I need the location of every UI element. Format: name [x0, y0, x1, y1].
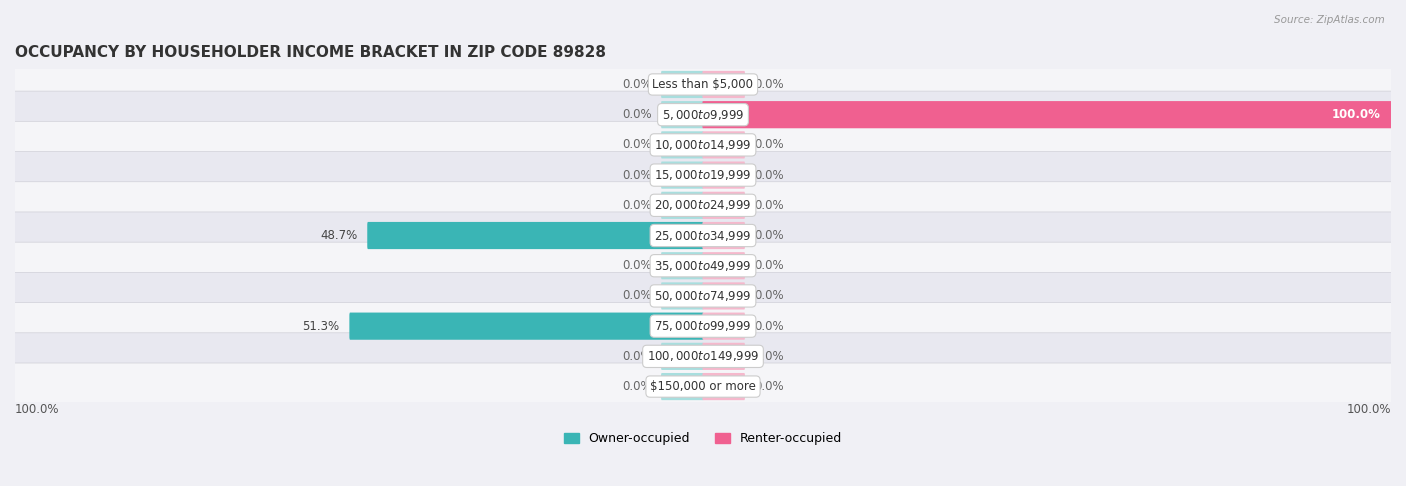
Text: 0.0%: 0.0% [755, 139, 785, 152]
FancyBboxPatch shape [661, 101, 703, 128]
Text: 0.0%: 0.0% [755, 350, 785, 363]
Text: 0.0%: 0.0% [755, 320, 785, 332]
FancyBboxPatch shape [703, 252, 745, 279]
FancyBboxPatch shape [661, 71, 703, 98]
Text: 0.0%: 0.0% [755, 259, 785, 272]
FancyBboxPatch shape [13, 242, 1393, 289]
FancyBboxPatch shape [367, 222, 703, 249]
Legend: Owner-occupied, Renter-occupied: Owner-occupied, Renter-occupied [564, 432, 842, 445]
Text: $100,000 to $149,999: $100,000 to $149,999 [647, 349, 759, 364]
FancyBboxPatch shape [661, 282, 703, 310]
Text: $25,000 to $34,999: $25,000 to $34,999 [654, 228, 752, 243]
FancyBboxPatch shape [13, 182, 1393, 229]
FancyBboxPatch shape [13, 91, 1393, 138]
FancyBboxPatch shape [703, 343, 745, 370]
FancyBboxPatch shape [661, 373, 703, 400]
Text: 0.0%: 0.0% [621, 350, 651, 363]
FancyBboxPatch shape [349, 312, 703, 340]
Text: 48.7%: 48.7% [321, 229, 357, 242]
Text: OCCUPANCY BY HOUSEHOLDER INCOME BRACKET IN ZIP CODE 89828: OCCUPANCY BY HOUSEHOLDER INCOME BRACKET … [15, 45, 606, 60]
FancyBboxPatch shape [13, 61, 1393, 108]
FancyBboxPatch shape [13, 333, 1393, 380]
Text: 0.0%: 0.0% [621, 108, 651, 121]
Text: 0.0%: 0.0% [621, 199, 651, 212]
FancyBboxPatch shape [703, 373, 745, 400]
Text: 100.0%: 100.0% [15, 403, 59, 416]
FancyBboxPatch shape [703, 312, 745, 340]
FancyBboxPatch shape [703, 282, 745, 310]
Text: $20,000 to $24,999: $20,000 to $24,999 [654, 198, 752, 212]
FancyBboxPatch shape [13, 303, 1393, 350]
FancyBboxPatch shape [13, 363, 1393, 410]
FancyBboxPatch shape [703, 101, 1392, 128]
Text: 0.0%: 0.0% [621, 139, 651, 152]
Text: $150,000 or more: $150,000 or more [650, 380, 756, 393]
FancyBboxPatch shape [13, 122, 1393, 169]
Text: $15,000 to $19,999: $15,000 to $19,999 [654, 168, 752, 182]
Text: 0.0%: 0.0% [621, 380, 651, 393]
FancyBboxPatch shape [703, 191, 745, 219]
Text: Less than $5,000: Less than $5,000 [652, 78, 754, 91]
Text: $10,000 to $14,999: $10,000 to $14,999 [654, 138, 752, 152]
Text: 100.0%: 100.0% [1331, 108, 1381, 121]
Text: 0.0%: 0.0% [621, 78, 651, 91]
FancyBboxPatch shape [661, 161, 703, 189]
Text: 0.0%: 0.0% [621, 259, 651, 272]
Text: $5,000 to $9,999: $5,000 to $9,999 [662, 108, 744, 122]
Text: 0.0%: 0.0% [755, 380, 785, 393]
Text: $75,000 to $99,999: $75,000 to $99,999 [654, 319, 752, 333]
Text: 0.0%: 0.0% [755, 199, 785, 212]
Text: 0.0%: 0.0% [755, 229, 785, 242]
Text: 0.0%: 0.0% [755, 290, 785, 302]
FancyBboxPatch shape [13, 272, 1393, 319]
Text: 0.0%: 0.0% [621, 169, 651, 182]
FancyBboxPatch shape [661, 252, 703, 279]
Text: $35,000 to $49,999: $35,000 to $49,999 [654, 259, 752, 273]
Text: 51.3%: 51.3% [302, 320, 340, 332]
FancyBboxPatch shape [661, 191, 703, 219]
Text: $50,000 to $74,999: $50,000 to $74,999 [654, 289, 752, 303]
FancyBboxPatch shape [703, 161, 745, 189]
Text: 0.0%: 0.0% [755, 169, 785, 182]
FancyBboxPatch shape [703, 222, 745, 249]
Text: 100.0%: 100.0% [1347, 403, 1391, 416]
Text: 0.0%: 0.0% [621, 290, 651, 302]
FancyBboxPatch shape [661, 343, 703, 370]
FancyBboxPatch shape [703, 131, 745, 158]
FancyBboxPatch shape [703, 71, 745, 98]
FancyBboxPatch shape [13, 152, 1393, 199]
Text: 0.0%: 0.0% [755, 78, 785, 91]
FancyBboxPatch shape [13, 212, 1393, 259]
FancyBboxPatch shape [661, 131, 703, 158]
Text: Source: ZipAtlas.com: Source: ZipAtlas.com [1274, 15, 1385, 25]
